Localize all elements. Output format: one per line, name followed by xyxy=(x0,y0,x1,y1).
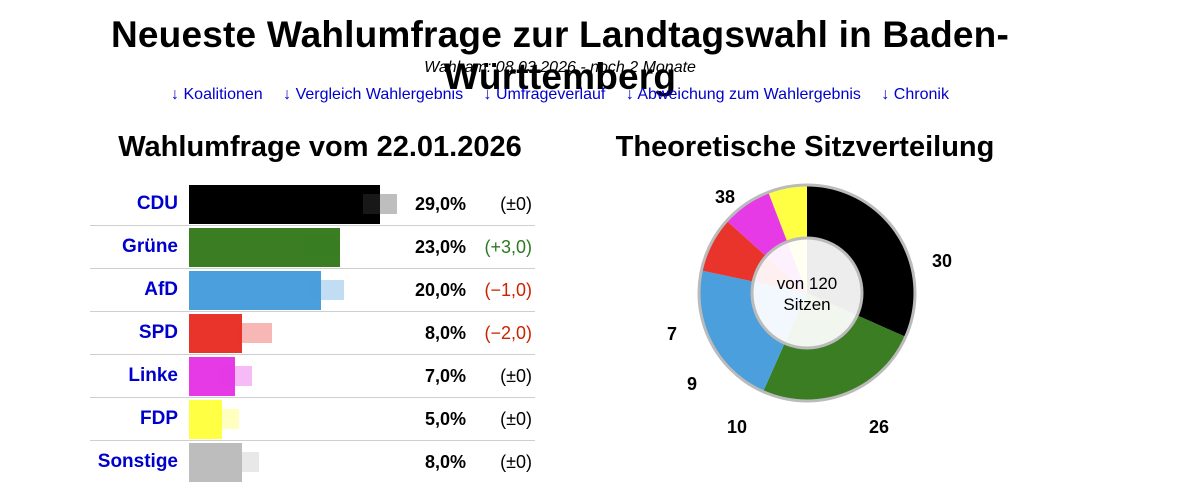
previous-result-marker xyxy=(218,366,253,386)
link-chronik[interactable]: ↓ Chronik xyxy=(881,86,949,103)
poll-change-label: (+3,0) xyxy=(484,237,532,257)
previous-result-marker xyxy=(363,194,397,214)
poll-change-label: (±0) xyxy=(500,194,532,214)
link-koalitionen[interactable]: ↓ Koalitionen xyxy=(171,86,263,103)
poll-value-label: 23,0% xyxy=(414,237,466,257)
poll-bar xyxy=(189,357,236,396)
poll-chart-title: Wahlumfrage vom 22.01.2026 xyxy=(118,131,522,163)
previous-result-marker xyxy=(224,452,259,472)
seat-count-label: 9 xyxy=(687,374,697,394)
poll-bar xyxy=(189,314,242,353)
election-date: Wahl am: 08.03.2026 - noch 2 Monate xyxy=(424,59,696,76)
poll-bar xyxy=(189,185,380,224)
table-row: FDP 5,0% (±0) xyxy=(90,397,535,440)
poll-change-label: (−1,0) xyxy=(484,280,532,300)
party-name[interactable]: Linke xyxy=(128,365,178,386)
party-name[interactable]: Grüne xyxy=(122,236,178,257)
poll-bar-chart: CDU 29,0% (±0) Grüne 23,0% (+3,0) AfD 20,0% (−1,… xyxy=(90,183,535,483)
previous-result-marker xyxy=(237,323,272,343)
poll-bar xyxy=(189,228,341,267)
donut-outer-ring xyxy=(697,183,917,403)
table-row: Linke 7,0% (±0) xyxy=(90,354,535,397)
poll-value-label: 8,0% xyxy=(424,452,466,472)
previous-result-marker xyxy=(310,280,345,300)
party-name[interactable]: FDP xyxy=(140,408,178,429)
seat-donut-chart: 38 30 26 10 9 7 von 120 Sitzen xyxy=(667,183,952,437)
poll-change-label: (−2,0) xyxy=(484,323,532,343)
seat-chart-title: Theoretische Sitzverteilung xyxy=(615,131,995,163)
page-title: Neueste Wahlumfrage zur Landtagswahl in … xyxy=(110,14,1009,97)
poll-change-label: (±0) xyxy=(500,452,532,472)
seat-count-label: 7 xyxy=(667,324,677,344)
table-row: AfD 20,0% (−1,0) xyxy=(90,268,535,311)
poll-bar xyxy=(189,400,222,439)
party-name[interactable]: AfD xyxy=(144,279,178,300)
poll-value-label: 29,0% xyxy=(414,194,466,214)
previous-result-marker xyxy=(204,409,239,429)
nav-links: ↓ Koalitionen ↓ Vergleich Wahlergebnis ↓… xyxy=(0,86,1120,104)
table-row: CDU 29,0% (±0) xyxy=(90,183,535,225)
poll-change-label: (±0) xyxy=(500,366,532,386)
poll-bar xyxy=(189,271,321,310)
donut-center-text: Sitzen xyxy=(783,295,830,314)
previous-result-marker xyxy=(303,237,338,257)
table-row: SPD 8,0% (−2,0) xyxy=(90,311,535,354)
poll-value-label: 20,0% xyxy=(414,280,466,300)
party-name[interactable]: SPD xyxy=(138,322,178,343)
seat-count-label: 10 xyxy=(727,417,747,437)
party-name[interactable]: CDU xyxy=(136,193,178,214)
seat-count-label: 38 xyxy=(715,187,735,207)
link-umfrageverlauf[interactable]: ↓ Umfrageverlauf xyxy=(483,86,606,103)
poll-value-label: 7,0% xyxy=(424,366,466,386)
poll-value-label: 5,0% xyxy=(424,409,466,429)
donut-center-text: von 120 xyxy=(777,274,838,293)
donut-hole xyxy=(750,236,864,350)
table-row: Sonstige 8,0% (±0) xyxy=(90,440,535,483)
poll-change-label: (±0) xyxy=(500,409,532,429)
seat-count-label: 30 xyxy=(932,251,952,271)
table-row: Grüne 23,0% (+3,0) xyxy=(90,225,535,268)
link-vergleich-wahlergebnis[interactable]: ↓ Vergleich Wahlergebnis xyxy=(283,86,464,103)
poll-bar xyxy=(189,443,242,482)
link-abweichung[interactable]: ↓ Abweichung zum Wahlergebnis xyxy=(625,86,861,103)
party-name[interactable]: Sonstige xyxy=(97,451,178,472)
seat-count-label: 26 xyxy=(869,417,889,437)
poll-value-label: 8,0% xyxy=(424,323,466,343)
